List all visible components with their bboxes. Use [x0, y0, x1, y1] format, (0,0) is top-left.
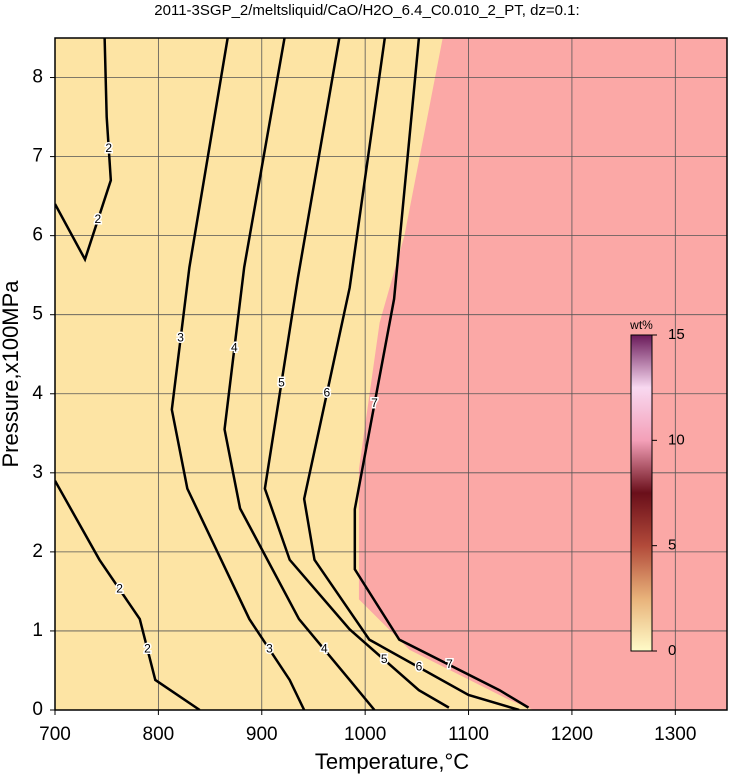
contour-label: 3 [177, 331, 184, 345]
x-tick-label: 1000 [344, 724, 386, 745]
contour-line [170, 38, 306, 710]
colorbar-tick-label: 0 [668, 642, 676, 659]
colorbar-tick-label: 15 [668, 326, 685, 343]
contour-label: 4 [231, 340, 238, 354]
x-axis-label: Temperature,°C [315, 749, 469, 774]
contour-line [353, 38, 530, 709]
y-tick-label: 1 [32, 620, 43, 641]
contour-line [263, 38, 450, 709]
x-tick-label: 1300 [654, 724, 696, 745]
contour-line [302, 38, 520, 710]
contour-label: 4 [321, 642, 328, 656]
x-tick-label: 1200 [551, 724, 593, 745]
chart-title: 2011-3SGP_2/meltsliquid/CaO/H2O_6.4_C0.0… [154, 2, 579, 19]
y-tick-label: 4 [32, 383, 43, 404]
colorbar [630, 334, 653, 652]
contour-label: 2 [144, 642, 151, 656]
contour-label: 7 [371, 396, 378, 410]
y-tick-label: 7 [32, 146, 43, 167]
x-tick-label: 800 [143, 724, 175, 745]
y-tick-label: 2 [32, 541, 43, 562]
plot-area: 2 2 2 2 3 3 4 4 5 5 6 6 7 7 [55, 38, 727, 710]
colorbar-tick-label: 10 [668, 431, 685, 448]
y-tick-label: 0 [32, 699, 43, 720]
contour-label: 3 [266, 642, 273, 656]
contour-label: 6 [416, 659, 423, 673]
contour-line [55, 480, 201, 710]
contour-label: 5 [381, 652, 388, 666]
colorbar-label: wt% [629, 318, 653, 332]
contour-label: 2 [105, 141, 112, 155]
plot-frame [54, 37, 728, 711]
contour-label: 2 [116, 582, 123, 596]
y-tick-label: 3 [32, 462, 43, 483]
y-tick-label: 8 [32, 67, 43, 88]
x-tick-label: 900 [246, 724, 278, 745]
x-tick-label: 700 [39, 724, 71, 745]
contour-label: 5 [278, 375, 285, 389]
y-axis-label: Pressure,x100MPa [0, 280, 23, 468]
contour-label: 6 [324, 386, 331, 400]
y-tick-label: 5 [32, 304, 43, 325]
contour-label: 7 [446, 657, 453, 671]
colorbar-tick-label: 5 [668, 537, 676, 554]
contour-label: 2 [95, 212, 102, 226]
x-tick-label: 1100 [448, 724, 489, 745]
contour-line [223, 38, 376, 710]
contour-line [55, 38, 113, 263]
y-tick-label: 6 [32, 225, 43, 246]
